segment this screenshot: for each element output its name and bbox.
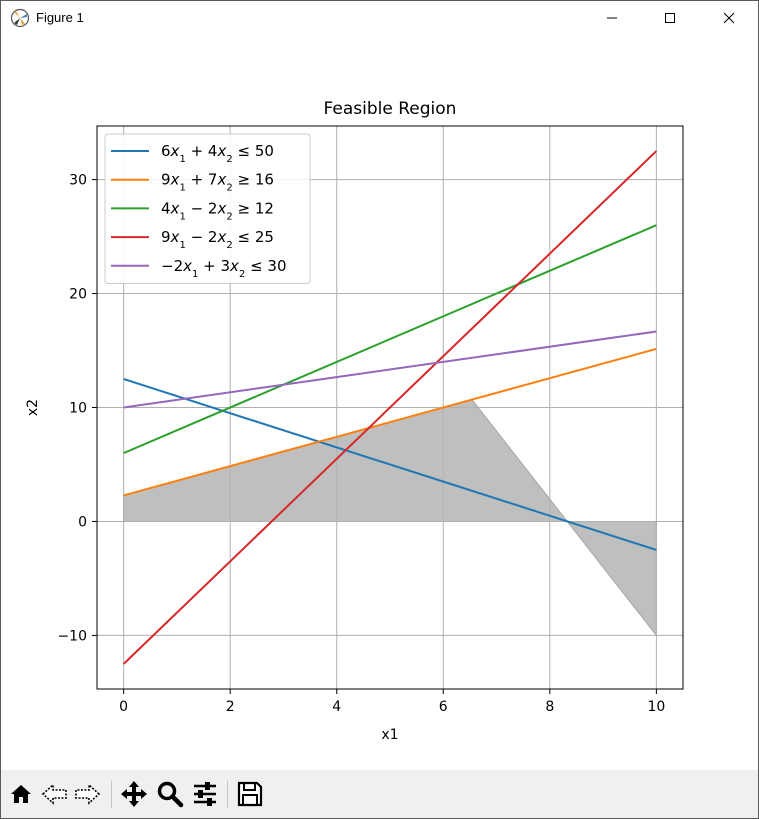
close-icon xyxy=(723,12,735,24)
title-bar[interactable]: Figure 1 xyxy=(1,1,758,35)
window-title: Figure 1 xyxy=(36,10,84,25)
x-axis-label: x1 xyxy=(381,727,398,743)
configure-subplots-button[interactable] xyxy=(189,778,221,810)
minimize-icon xyxy=(607,17,617,19)
y-tick-label: −10 xyxy=(57,628,87,644)
x-tick-label: 0 xyxy=(119,699,128,715)
x-tick-label: 10 xyxy=(647,699,665,715)
legend-entry-label: 4x1 − 2x2 ≥ 12 xyxy=(161,199,274,222)
x-tick-label: 2 xyxy=(226,699,235,715)
toolbar-separator xyxy=(111,780,112,808)
matplotlib-icon xyxy=(10,8,30,28)
y-axis-label: x2 xyxy=(25,399,41,416)
chart-title: Feasible Region xyxy=(324,99,457,119)
minimize-button[interactable] xyxy=(583,1,641,35)
x-tick-label: 6 xyxy=(439,699,448,715)
constraint-line-1 xyxy=(123,378,657,551)
home-button[interactable] xyxy=(5,778,37,810)
constraint-line-5 xyxy=(123,330,657,409)
y-tick-label: 10 xyxy=(69,401,87,417)
maximize-button[interactable] xyxy=(641,1,699,35)
home-icon xyxy=(11,785,31,803)
back-button[interactable] xyxy=(39,778,71,810)
legend-entry-label: −2x1 + 3x2 ≤ 30 xyxy=(161,257,287,280)
forward-button[interactable] xyxy=(71,778,103,810)
close-button[interactable] xyxy=(700,1,758,35)
zoom-icon xyxy=(157,781,184,808)
figure-canvas[interactable]: 0 2 4 6 8 10 −10 0 10 20 30 Feasible Region x1 x2 … xyxy=(1,35,758,770)
x-tick-label: 8 xyxy=(545,699,554,715)
constraint-line-4 xyxy=(122,150,658,665)
constraint-line-2 xyxy=(123,347,657,497)
y-tick-label: 30 xyxy=(69,173,87,189)
legend: 6x1 + 4x2 ≤ 50 9x1 + 7x2 ≥ 16 4x1 − 2x2 ≥ … xyxy=(104,133,311,284)
sliders-icon xyxy=(194,782,216,806)
legend-entry-label: 6x1 + 4x2 ≤ 50 xyxy=(161,142,274,165)
save-button[interactable] xyxy=(234,778,266,810)
x-tick-label: 4 xyxy=(332,699,341,715)
move-icon xyxy=(121,781,147,807)
pan-button[interactable] xyxy=(118,778,150,810)
maximize-icon xyxy=(665,13,675,23)
navigation-toolbar xyxy=(1,770,758,818)
legend-entry-label: 9x1 + 7x2 ≥ 16 xyxy=(161,171,274,194)
legend-entry-label: 9x1 − 2x2 ≤ 25 xyxy=(161,228,274,251)
toolbar-separator xyxy=(227,780,228,808)
legend-box xyxy=(104,133,311,284)
y-tick-label: 0 xyxy=(78,514,87,530)
back-arrow-icon xyxy=(41,783,67,805)
forward-arrow-icon xyxy=(75,783,101,805)
y-tick-label: 20 xyxy=(69,287,87,303)
save-icon xyxy=(237,781,263,807)
zoom-button[interactable] xyxy=(154,778,186,810)
feasible-region xyxy=(123,399,657,637)
constraint-line-3 xyxy=(123,224,657,455)
